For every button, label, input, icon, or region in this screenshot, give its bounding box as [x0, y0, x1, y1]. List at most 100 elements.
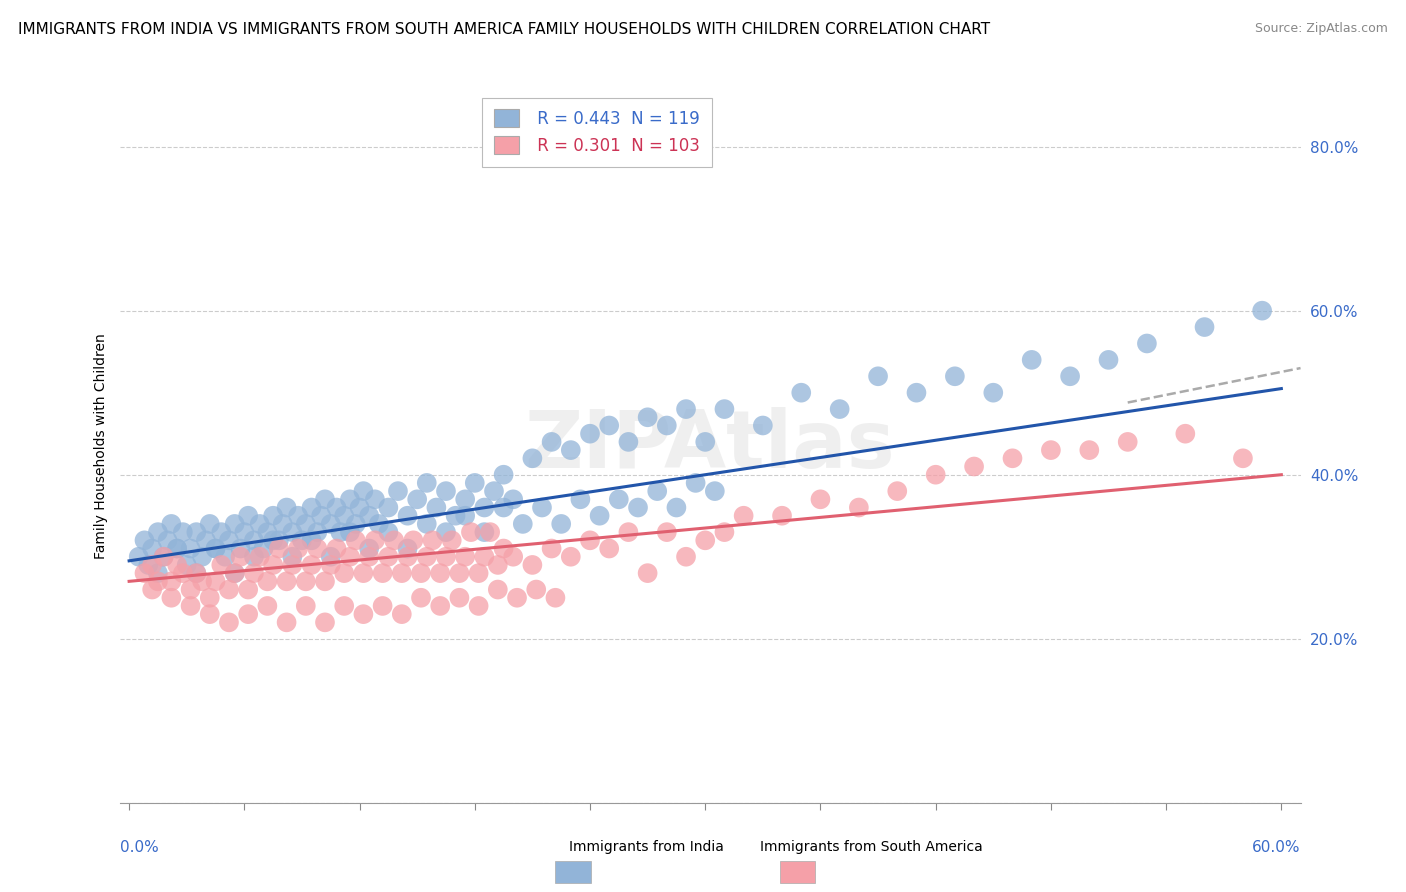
Point — [848, 500, 870, 515]
Point — [522, 451, 544, 466]
Point — [981, 385, 1004, 400]
Point — [191, 549, 214, 564]
Point — [224, 566, 246, 581]
Point — [416, 549, 439, 564]
Point — [319, 549, 342, 564]
Point — [180, 582, 202, 597]
Point — [349, 500, 371, 515]
Point — [291, 533, 314, 548]
Point — [198, 591, 221, 605]
Point — [218, 615, 240, 630]
Point — [267, 541, 290, 556]
Point — [1001, 451, 1024, 466]
Point — [262, 558, 284, 572]
Point — [579, 426, 602, 441]
Point — [307, 525, 329, 540]
Point — [382, 533, 405, 548]
Point — [262, 533, 284, 548]
Point — [377, 549, 399, 564]
Point — [530, 500, 553, 515]
Point — [160, 591, 183, 605]
Point — [479, 525, 502, 540]
Point — [790, 385, 813, 400]
Point — [271, 516, 294, 531]
Point — [371, 566, 394, 581]
Point — [136, 558, 159, 572]
Point — [344, 516, 367, 531]
Point — [152, 549, 174, 564]
Point — [409, 566, 432, 581]
Point — [134, 533, 156, 548]
Point — [134, 566, 156, 581]
Point — [180, 599, 202, 613]
Point — [314, 492, 336, 507]
Point — [810, 492, 832, 507]
Point — [243, 566, 266, 581]
Point — [482, 484, 505, 499]
Point — [703, 484, 725, 499]
Point — [540, 434, 562, 449]
Point — [512, 516, 534, 531]
Point — [152, 549, 174, 564]
Point — [429, 599, 451, 613]
Point — [474, 525, 496, 540]
Point — [281, 558, 304, 572]
Point — [434, 484, 457, 499]
Point — [344, 533, 367, 548]
Point — [492, 500, 515, 515]
Point — [166, 541, 188, 556]
Point — [416, 475, 439, 490]
Point — [1116, 434, 1139, 449]
Point — [434, 525, 457, 540]
Point — [828, 402, 851, 417]
Point — [560, 549, 582, 564]
Point — [1097, 352, 1119, 367]
Point — [352, 607, 374, 622]
Point — [886, 484, 908, 499]
Point — [238, 508, 260, 523]
Point — [467, 599, 489, 613]
Point — [905, 385, 928, 400]
Point — [307, 541, 329, 556]
Point — [377, 500, 399, 515]
Point — [522, 558, 544, 572]
Point — [156, 533, 179, 548]
Point — [141, 582, 163, 597]
Point — [492, 467, 515, 482]
Point — [204, 541, 226, 556]
Point — [233, 525, 256, 540]
Point — [963, 459, 986, 474]
Point — [492, 541, 515, 556]
Point — [229, 549, 252, 564]
Point — [146, 574, 169, 589]
Point — [319, 558, 342, 572]
Point — [325, 500, 347, 515]
Point — [429, 566, 451, 581]
Point — [186, 566, 208, 581]
Point — [329, 525, 352, 540]
Point — [301, 533, 323, 548]
Point — [281, 525, 304, 540]
Point — [607, 492, 630, 507]
Point — [371, 599, 394, 613]
Point — [598, 541, 620, 556]
Point — [713, 525, 735, 540]
Point — [396, 549, 419, 564]
Point — [695, 434, 717, 449]
Point — [396, 541, 419, 556]
Point — [214, 549, 236, 564]
Point — [579, 533, 602, 548]
Point — [224, 516, 246, 531]
Point — [160, 574, 183, 589]
Point — [550, 516, 572, 531]
Point — [281, 549, 304, 564]
Point — [943, 369, 966, 384]
Point — [309, 508, 332, 523]
Point — [502, 549, 524, 564]
Point — [314, 574, 336, 589]
Point — [339, 549, 361, 564]
Text: IMMIGRANTS FROM INDIA VS IMMIGRANTS FROM SOUTH AMERICA FAMILY HOUSEHOLDS WITH CH: IMMIGRANTS FROM INDIA VS IMMIGRANTS FROM… — [18, 22, 990, 37]
Point — [560, 443, 582, 458]
Point — [474, 500, 496, 515]
Point — [224, 566, 246, 581]
